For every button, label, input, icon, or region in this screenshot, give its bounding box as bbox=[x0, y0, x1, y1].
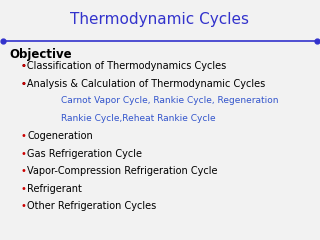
Text: •: • bbox=[21, 184, 27, 194]
Text: Other Refrigeration Cycles: Other Refrigeration Cycles bbox=[27, 201, 156, 211]
Text: Thermodynamic Cycles: Thermodynamic Cycles bbox=[70, 12, 250, 27]
Text: Rankie Cycle,Reheat Rankie Cycle: Rankie Cycle,Reheat Rankie Cycle bbox=[61, 114, 215, 123]
Text: •: • bbox=[21, 149, 27, 159]
Text: Refrigerant: Refrigerant bbox=[27, 184, 82, 194]
Text: Cogeneration: Cogeneration bbox=[27, 131, 93, 141]
Text: •: • bbox=[21, 166, 27, 176]
Text: •: • bbox=[21, 79, 27, 89]
Text: •: • bbox=[21, 61, 27, 71]
Text: Gas Refrigeration Cycle: Gas Refrigeration Cycle bbox=[27, 149, 142, 159]
Text: •Classification of Thermodynamics Cycles: •Classification of Thermodynamics Cycles bbox=[21, 61, 226, 71]
Text: Objective: Objective bbox=[10, 48, 72, 61]
Text: Carnot Vapor Cycle, Rankie Cycle, Regeneration: Carnot Vapor Cycle, Rankie Cycle, Regene… bbox=[61, 96, 278, 105]
Text: Vapor-Compression Refrigeration Cycle: Vapor-Compression Refrigeration Cycle bbox=[27, 166, 218, 176]
Text: •: • bbox=[21, 201, 27, 211]
Text: •Analysis & Calculation of Thermodynamic Cycles: •Analysis & Calculation of Thermodynamic… bbox=[21, 79, 265, 89]
Text: •: • bbox=[21, 131, 27, 141]
